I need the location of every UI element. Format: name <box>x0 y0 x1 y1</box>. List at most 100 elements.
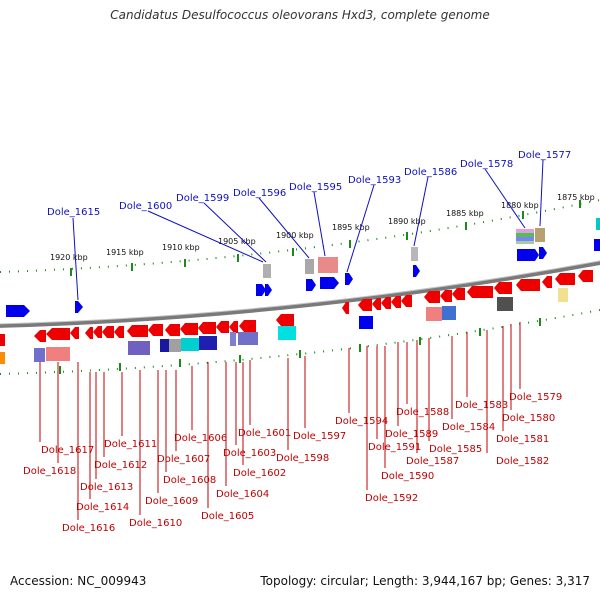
gene-arrow-forward[interactable] <box>594 239 600 251</box>
bottom-gene-label: Dole_1608 <box>163 475 216 486</box>
top-gene-label: Dole_1577 <box>518 150 571 161</box>
top-gene-label: Dole_1578 <box>460 159 513 170</box>
reverse-genes <box>0 270 593 346</box>
gene-arrow-reverse[interactable] <box>452 288 465 300</box>
gene-arrow-reverse[interactable] <box>93 326 102 338</box>
bottom-gene-label: Dole_1583 <box>455 400 508 411</box>
gene-arrow-reverse[interactable] <box>440 290 452 302</box>
gene-arrow-reverse[interactable] <box>467 286 493 298</box>
forward-feature-boxes <box>263 218 600 278</box>
bottom-gene-label: Dole_1605 <box>201 511 254 522</box>
gene-arrow-forward[interactable] <box>256 284 266 296</box>
gene-arrow-reverse[interactable] <box>229 321 238 333</box>
gene-arrow-reverse[interactable] <box>381 297 391 309</box>
gene-arrow-forward[interactable] <box>413 265 420 277</box>
bottom-gene-label: Dole_1616 <box>62 523 115 534</box>
gene-arrow-forward[interactable] <box>517 249 539 261</box>
bottom-gene-label: Dole_1603 <box>223 448 276 459</box>
gene-arrow-reverse[interactable] <box>358 299 372 311</box>
bottom-gene-label: Dole_1601 <box>238 428 291 439</box>
bottom-gene-label: Dole_1607 <box>157 454 210 465</box>
gene-arrow-forward[interactable] <box>320 277 339 289</box>
bottom-gene-label: Dole_1581 <box>496 434 549 445</box>
gene-arrow-reverse[interactable] <box>216 321 229 333</box>
gene-arrow-reverse[interactable] <box>198 322 216 334</box>
gene-arrow-reverse[interactable] <box>424 291 440 303</box>
top-gene-label: Dole_1593 <box>348 175 401 186</box>
gene-arrow-forward[interactable] <box>265 284 272 296</box>
bottom-gene-label: Dole_1617 <box>41 445 94 456</box>
gene-arrow-forward[interactable] <box>539 247 547 259</box>
bottom-gene-label: Dole_1611 <box>104 439 157 450</box>
gene-arrow-reverse[interactable] <box>276 314 294 326</box>
kbp-label: 1885 kbp <box>446 209 484 218</box>
bottom-gene-label: Dole_1606 <box>174 433 227 444</box>
gene-arrow-reverse[interactable] <box>34 330 46 342</box>
kbp-labels: 1920 kbp 1915 kbp 1910 kbp 1905 kbp 1900 kbp… <box>50 193 595 262</box>
bottom-gene-label: Dole_1602 <box>233 468 286 479</box>
gene-arrow-forward[interactable] <box>345 273 353 285</box>
gene-arrow-reverse[interactable] <box>401 295 412 307</box>
gene-arrow-reverse[interactable] <box>494 282 512 294</box>
gene-arrow-reverse[interactable] <box>114 326 124 338</box>
bottom-gene-label: Dole_1612 <box>94 460 147 471</box>
bottom-gene-label: Dole_1582 <box>496 456 549 467</box>
gene-arrow-reverse[interactable] <box>391 296 401 308</box>
reverse-feature-boxes <box>0 288 568 364</box>
top-gene-label: Dole_1615 <box>47 207 100 218</box>
top-callout-line <box>413 176 429 247</box>
gene-arrow-reverse[interactable] <box>342 302 349 314</box>
bottom-gene-label: Dole_1588 <box>396 407 449 418</box>
gene-arrow-forward[interactable] <box>6 305 30 317</box>
genome-backbone <box>0 260 600 328</box>
top-gene-label: Dole_1596 <box>233 188 286 199</box>
top-callout-line <box>313 191 326 257</box>
bottom-callout-lines <box>39 322 521 520</box>
top-callout-line <box>147 210 264 263</box>
topology-text: Topology: circular; Length: 3,944,167 bp… <box>260 574 590 588</box>
kbp-label: 1895 kbp <box>332 223 370 232</box>
top-gene-label: Dole_1600 <box>119 201 172 212</box>
inner-scale-track <box>0 309 600 375</box>
top-callout-line <box>203 202 267 263</box>
gene-arrow-reverse[interactable] <box>516 279 540 291</box>
gene-arrow-forward[interactable] <box>306 279 316 291</box>
gene-arrow-forward[interactable] <box>75 301 83 313</box>
top-callout-lines <box>72 159 544 301</box>
bottom-gene-label: Dole_1597 <box>293 431 346 442</box>
gene-arrow-reverse[interactable] <box>0 334 5 346</box>
accession-text: Accession: NC_009943 <box>10 574 147 588</box>
gene-arrow-reverse[interactable] <box>542 276 552 288</box>
bottom-gene-label: Dole_1618 <box>23 466 76 477</box>
kbp-label: 1920 kbp <box>50 253 88 262</box>
gene-arrow-reverse[interactable] <box>578 270 593 282</box>
bottom-gene-label: Dole_1585 <box>429 444 482 455</box>
kbp-ticks <box>70 200 581 276</box>
kbp-label: 1880 kbp <box>501 201 539 210</box>
bottom-gene-label: Dole_1613 <box>80 482 133 493</box>
gene-arrow-reverse[interactable] <box>239 320 256 332</box>
gene-arrow-reverse[interactable] <box>46 328 70 340</box>
gene-arrow-reverse[interactable] <box>148 324 163 336</box>
gene-arrow-reverse[interactable] <box>180 323 198 335</box>
kbp-label: 1905 kbp <box>218 237 256 246</box>
gene-arrow-reverse[interactable] <box>102 326 114 338</box>
top-callout-line <box>539 159 544 227</box>
top-callout-line <box>484 168 526 229</box>
gene-arrow-reverse[interactable] <box>127 325 148 337</box>
gene-arrow-reverse[interactable] <box>85 327 93 339</box>
bottom-gene-label: Dole_1589 <box>385 429 438 440</box>
kbp-label: 1910 kbp <box>162 243 200 252</box>
bottom-gene-label: Dole_1587 <box>406 456 459 467</box>
gene-arrow-reverse[interactable] <box>555 273 575 285</box>
bottom-gene-label: Dole_1584 <box>442 422 495 433</box>
gene-arrow-reverse[interactable] <box>372 298 381 310</box>
bottom-gene-label: Dole_1598 <box>276 453 329 464</box>
bottom-gene-label: Dole_1614 <box>76 502 129 513</box>
gene-arrow-reverse[interactable] <box>165 324 180 336</box>
bottom-gene-label: Dole_1579 <box>509 392 562 403</box>
bottom-gene-label: Dole_1591 <box>368 442 421 453</box>
kbp-label: 1900 kbp <box>276 231 314 240</box>
gene-arrow-reverse[interactable] <box>70 327 79 339</box>
